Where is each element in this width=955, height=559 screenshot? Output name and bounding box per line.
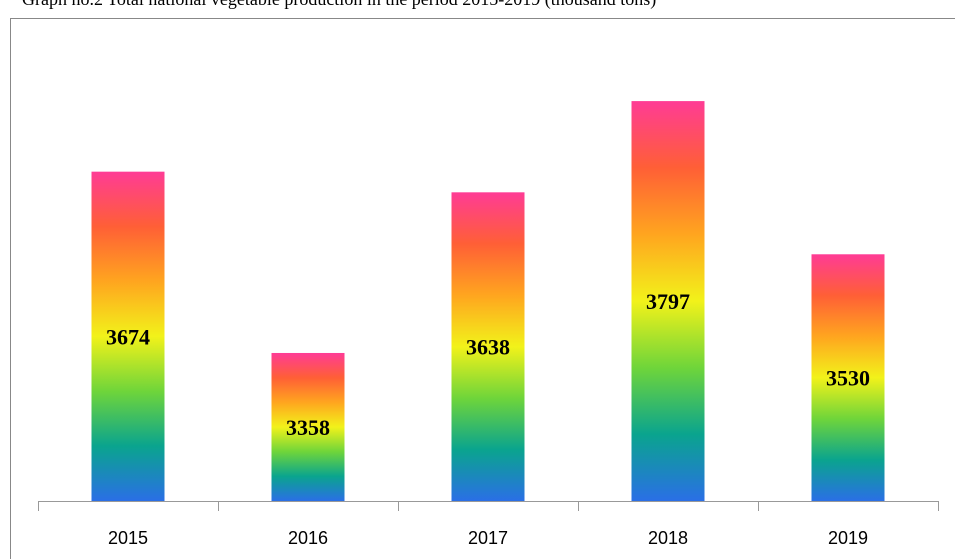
x-tick-label: 2015 — [108, 528, 148, 548]
bar — [631, 101, 705, 501]
value-label: 3530 — [826, 366, 870, 391]
bar — [91, 171, 165, 502]
value-label: 3797 — [646, 289, 690, 314]
value-label: 3638 — [466, 335, 510, 360]
x-tick-label: 2017 — [468, 528, 508, 548]
value-label: 3674 — [106, 324, 150, 349]
chart-title: Graph no.2 Total national vegetable prod… — [22, 0, 656, 10]
bar — [811, 254, 885, 501]
x-tick-label: 2019 — [828, 528, 868, 548]
bar — [271, 352, 345, 501]
x-tick-label: 2018 — [648, 528, 688, 548]
value-label: 3358 — [286, 415, 330, 440]
x-tick-label: 2016 — [288, 528, 328, 548]
bar — [451, 192, 525, 501]
